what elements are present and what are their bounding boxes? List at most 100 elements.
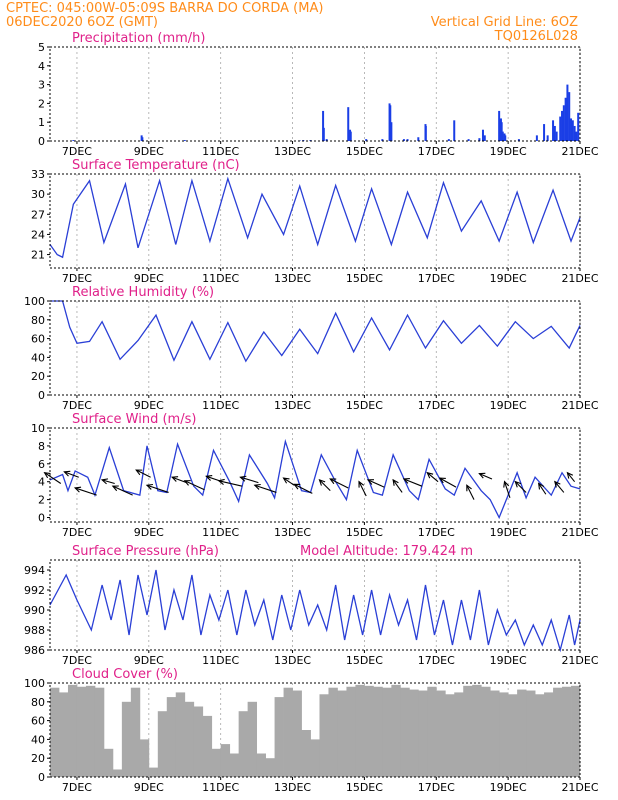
pressure-panel: 986 988 990 992 994 7DEC 9DEC 11DEC 13DEC 15DEC 17… bbox=[24, 544, 599, 667]
wind-vector-arrow bbox=[366, 479, 385, 488]
cloud-bar bbox=[508, 694, 518, 777]
x-tick-label: 13DEC bbox=[274, 145, 311, 158]
wind-title: Surface Wind (m/s) bbox=[72, 412, 196, 427]
y-tick-label: 20 bbox=[31, 752, 45, 765]
grid-line-note: Vertical Grid Line: 6OZ bbox=[431, 15, 578, 30]
cloud-bar bbox=[211, 748, 222, 777]
x-tick-label: 9DEC bbox=[134, 399, 164, 412]
cloud-bar bbox=[76, 686, 87, 777]
x-tick-label: 11DEC bbox=[202, 145, 239, 158]
wind-vector-arrow bbox=[566, 471, 576, 483]
wind-vector-arrow bbox=[217, 478, 243, 487]
cloud-bar bbox=[571, 685, 580, 777]
precipitation-bar bbox=[573, 125, 576, 141]
x-tick-label: 9DEC bbox=[134, 526, 164, 539]
cloud-bar bbox=[337, 690, 347, 777]
y-tick-label: 21 bbox=[31, 249, 45, 262]
wind-vector-arrow bbox=[318, 478, 331, 492]
precipitation-bar bbox=[365, 139, 368, 141]
precipitation-bar bbox=[483, 135, 486, 141]
cloud-bar bbox=[562, 686, 572, 777]
cloud-bar bbox=[148, 767, 159, 777]
cloud-bar bbox=[436, 690, 446, 777]
model-altitude: Model Altitude: 179.424 m bbox=[300, 544, 473, 559]
precipitation-bar bbox=[349, 131, 352, 141]
cloud-bar bbox=[553, 687, 563, 777]
y-tick-label: 6 bbox=[38, 458, 45, 471]
wind-vector-arrow bbox=[554, 480, 565, 493]
y-tick-label: 10 bbox=[31, 422, 45, 435]
y-tick-label: 40 bbox=[31, 733, 45, 746]
cloud-bar bbox=[292, 690, 302, 777]
precipitation-bar bbox=[535, 135, 538, 141]
precipitation-bar bbox=[347, 107, 350, 141]
cloud-bar bbox=[67, 684, 78, 777]
wind-vector-arrow bbox=[43, 472, 62, 484]
precipitation-bar bbox=[575, 131, 578, 141]
cloud-panel: 0 20 40 60 80 100 7DEC 9DEC 11DEC 13DEC 15DEC 17DEC… bbox=[24, 667, 599, 794]
precipitation-bar bbox=[568, 92, 571, 141]
cloud-bar bbox=[427, 686, 437, 777]
cloud-bar bbox=[121, 701, 132, 777]
cloud-bar bbox=[175, 692, 186, 777]
x-tick-label: 9DEC bbox=[134, 272, 164, 285]
precipitation-bar bbox=[381, 139, 384, 141]
precipitation-bar bbox=[546, 135, 549, 141]
wind-vector-arrow bbox=[537, 482, 547, 495]
x-tick-label: 15DEC bbox=[346, 399, 383, 412]
y-tick-label: 4 bbox=[38, 60, 45, 73]
cloud-title: Cloud Cover (%) bbox=[72, 667, 178, 682]
wind-vector-arrow bbox=[402, 478, 423, 487]
temperature-frame bbox=[49, 173, 581, 269]
precipitation-bar bbox=[183, 140, 186, 141]
x-tick-label: 21DEC bbox=[561, 145, 598, 158]
cloud-bar bbox=[517, 689, 527, 777]
y-tick-label: 1 bbox=[38, 116, 45, 129]
y-tick-label: 0 bbox=[38, 512, 45, 525]
cloud-bar bbox=[256, 753, 266, 777]
x-tick-label: 13DEC bbox=[274, 654, 311, 667]
precipitation-bar bbox=[500, 122, 503, 141]
temperature-series-line bbox=[49, 176, 581, 259]
precipitation-bar bbox=[325, 139, 328, 141]
pressure-title: Surface Pressure (hPa) bbox=[72, 544, 219, 559]
temperature-panel: 21 24 27 30 33 7DEC 9DEC 11DEC 13DEC 15DEC 17DEC 19… bbox=[31, 158, 599, 285]
cloud-bar bbox=[184, 701, 195, 777]
wind-vector-arrow bbox=[514, 480, 527, 493]
wind-vector-arrow bbox=[282, 477, 295, 486]
wind-vector-arrow bbox=[478, 472, 493, 480]
y-tick-label: 5 bbox=[38, 41, 45, 54]
precipitation-bar bbox=[498, 110, 501, 141]
y-tick-label: 27 bbox=[31, 208, 45, 221]
precipitation-bar bbox=[390, 122, 393, 141]
x-tick-label: 17DEC bbox=[418, 145, 455, 158]
precipitation-panel: 0 1 2 3 4 5 7DEC 9DEC 11DEC 13DEC 15DEC 17DEC 19DEC 2… bbox=[38, 31, 599, 158]
x-tick-label: 11DEC bbox=[202, 272, 239, 285]
cloud-bar bbox=[94, 687, 105, 777]
cloud-bar bbox=[265, 758, 275, 777]
wind-panel: 0 2 4 6 8 10 7DEC 9DEC 11DEC 13DEC 15DEC 17DEC 19DEC… bbox=[31, 412, 599, 539]
x-tick-label: 15DEC bbox=[346, 781, 383, 794]
y-tick-label: 40 bbox=[31, 351, 45, 364]
wind-vector-arrow bbox=[253, 483, 277, 493]
x-tick-label: 17DEC bbox=[418, 526, 455, 539]
x-tick-label: 21DEC bbox=[561, 781, 598, 794]
wind-vector-arrow bbox=[503, 480, 511, 499]
precipitation-bar bbox=[504, 135, 507, 141]
cloud-bar bbox=[328, 687, 338, 777]
wind-vector-arrow bbox=[466, 484, 475, 500]
y-tick-label: 986 bbox=[24, 644, 45, 657]
precipitation-bar bbox=[552, 120, 555, 141]
y-tick-label: 8 bbox=[38, 440, 45, 453]
x-tick-label: 19DEC bbox=[490, 145, 527, 158]
y-tick-label: 24 bbox=[31, 228, 45, 241]
x-tick-label: 9DEC bbox=[134, 781, 164, 794]
x-tick-label: 21DEC bbox=[561, 654, 598, 667]
x-tick-label: 19DEC bbox=[490, 272, 527, 285]
y-tick-label: 80 bbox=[31, 314, 45, 327]
y-tick-label: 0 bbox=[38, 389, 45, 402]
y-tick-label: 988 bbox=[24, 624, 45, 637]
precipitation-bar bbox=[141, 137, 144, 141]
